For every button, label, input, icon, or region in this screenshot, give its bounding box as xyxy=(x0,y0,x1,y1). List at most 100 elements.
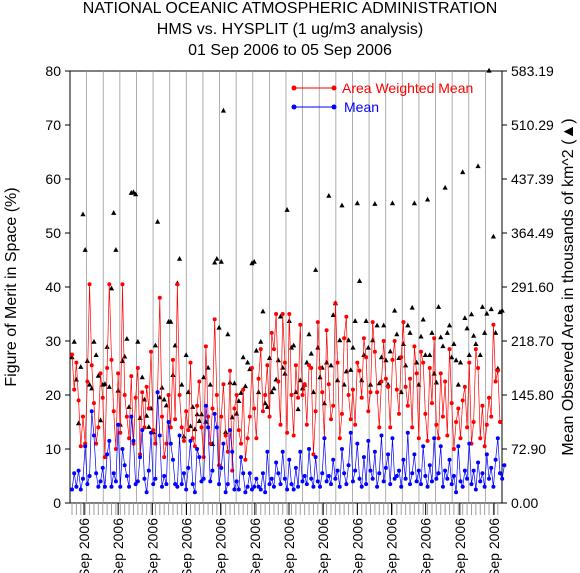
area-weighted-mean-point xyxy=(236,428,241,433)
observed-area-marker xyxy=(126,404,132,409)
observed-area-marker xyxy=(284,207,290,212)
mean-point xyxy=(440,484,445,489)
area-weighted-mean-point xyxy=(80,414,85,419)
observed-area-marker xyxy=(163,402,169,408)
area-weighted-mean-point xyxy=(414,371,419,376)
mean-point xyxy=(471,468,476,473)
observed-area-marker xyxy=(354,200,360,206)
mean-point xyxy=(318,484,323,489)
area-weighted-mean-point xyxy=(429,401,434,406)
chart-title-line-3: 01 Sep 2006 to 05 Sep 2006 xyxy=(188,42,392,59)
area-weighted-mean-point xyxy=(254,436,259,441)
mean-point xyxy=(454,490,459,495)
mean-point xyxy=(322,436,327,441)
mean-point xyxy=(375,484,380,489)
observed-area-marker xyxy=(405,322,411,328)
mean-point xyxy=(219,465,224,470)
y-axis-label-left: Figure of Merit in Space (%) xyxy=(3,187,20,386)
observed-area-marker xyxy=(240,354,246,360)
mean-point xyxy=(482,484,487,489)
area-weighted-mean-point xyxy=(96,425,101,430)
observed-area-marker xyxy=(108,285,115,291)
mean-point xyxy=(429,479,434,484)
mean-point xyxy=(300,479,305,484)
y-tick-label-right: 0.00 xyxy=(511,495,538,511)
mean-point xyxy=(113,479,118,484)
observed-area-marker xyxy=(466,352,472,358)
area-weighted-mean-point xyxy=(179,425,184,430)
mean-point xyxy=(151,482,156,487)
observed-area-marker xyxy=(170,372,176,378)
observed-area-marker xyxy=(442,184,448,190)
mean-point xyxy=(116,422,121,427)
observed-area-marker xyxy=(424,196,431,202)
observed-area-marker xyxy=(398,389,404,395)
area-weighted-mean-point xyxy=(348,417,353,422)
mean-point xyxy=(146,468,151,473)
mean-point xyxy=(498,471,502,476)
mean-point xyxy=(199,479,204,484)
observed-area-marker xyxy=(350,344,356,350)
mean-point xyxy=(489,465,494,470)
observed-area-marker xyxy=(378,354,385,360)
area-weighted-mean-line xyxy=(71,284,501,471)
area-weighted-mean-point xyxy=(495,368,500,373)
observed-area-marker xyxy=(464,325,470,331)
area-weighted-mean-point xyxy=(478,436,483,441)
area-weighted-mean-point xyxy=(416,436,421,441)
x-tick-label: Sep 2006 xyxy=(452,518,468,573)
area-weighted-mean-point xyxy=(368,390,373,395)
mean-point xyxy=(162,474,167,478)
area-weighted-mean-point xyxy=(372,349,377,354)
area-weighted-mean-point xyxy=(260,409,265,414)
mean-point xyxy=(291,487,296,492)
observed-area-marker xyxy=(394,331,400,337)
mean-point xyxy=(74,484,79,489)
mean-point xyxy=(236,487,241,492)
area-weighted-mean-point xyxy=(445,433,450,438)
area-weighted-mean-point xyxy=(443,379,448,384)
mean-point xyxy=(377,471,382,476)
mean-point xyxy=(166,420,171,424)
area-weighted-mean-point xyxy=(458,436,463,441)
mean-point xyxy=(184,487,189,492)
observed-area-marker xyxy=(258,338,264,344)
observed-area-marker xyxy=(80,211,86,217)
mean-point xyxy=(357,476,362,481)
x-tick-label: Sep 2006 xyxy=(110,518,126,573)
observed-area-marker xyxy=(348,367,354,372)
mean-point xyxy=(491,484,496,489)
observed-area-marker xyxy=(104,344,110,349)
area-weighted-mean-point xyxy=(201,455,206,460)
mean-point xyxy=(313,455,318,460)
mean-point xyxy=(467,441,472,446)
mean-point xyxy=(159,484,164,489)
observed-area-marker xyxy=(247,366,253,372)
mean-point xyxy=(331,457,336,462)
area-weighted-mean-point xyxy=(339,411,344,416)
area-weighted-mean-point xyxy=(311,452,316,457)
mean-point xyxy=(256,484,261,489)
mean-point xyxy=(320,471,325,476)
mean-point xyxy=(401,457,406,462)
observed-area-marker xyxy=(407,330,413,335)
area-weighted-mean-point xyxy=(256,376,261,381)
area-weighted-mean-point xyxy=(318,366,323,370)
mean-point xyxy=(418,482,423,487)
legend-marker-mean xyxy=(331,104,337,110)
mean-point xyxy=(487,476,492,481)
mean-point xyxy=(366,438,371,443)
mean-point xyxy=(359,484,364,489)
mean-point xyxy=(412,452,417,457)
area-weighted-mean-point xyxy=(320,390,325,395)
area-weighted-mean-point xyxy=(249,366,254,370)
mean-point xyxy=(188,438,193,443)
observed-area-marker xyxy=(328,362,334,368)
observed-area-marker xyxy=(475,163,481,169)
observed-area-marker xyxy=(411,200,417,206)
mean-point xyxy=(368,468,373,473)
area-weighted-mean-point xyxy=(313,409,318,414)
area-weighted-mean-point xyxy=(144,384,149,389)
area-weighted-mean-point xyxy=(408,376,413,381)
observed-area-marker xyxy=(356,278,363,283)
